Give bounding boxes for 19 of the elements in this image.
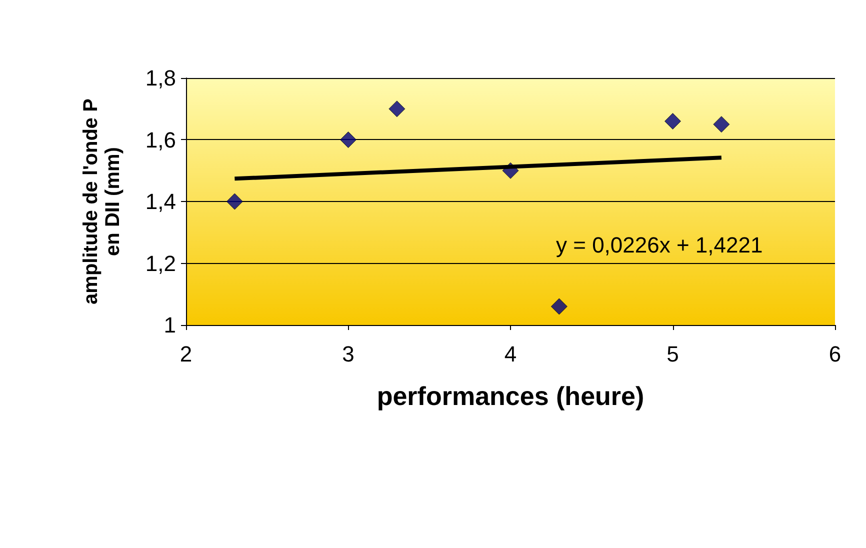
y-tick-label: 1,2 (145, 250, 176, 276)
y-tick-label: 1,6 (145, 127, 176, 152)
y-axis-title: amplitude de l'onde P en DII (mm) (80, 98, 124, 304)
point (664, 112, 681, 130)
point (226, 193, 243, 210)
point (340, 132, 356, 148)
annotation: y = 0,0226x + 1,4221 (556, 232, 763, 258)
x-tick-label: 5 (666, 342, 679, 366)
y-tick-label: 1 (164, 312, 176, 338)
point (713, 116, 730, 133)
y-tick-label: 1,8 (145, 66, 176, 90)
y-tick-label: 1,4 (145, 189, 176, 214)
x-tick-label: 3 (342, 342, 354, 366)
x-tick-label: 4 (504, 342, 517, 366)
x-tick-label: 2 (180, 342, 192, 366)
point (388, 100, 406, 118)
x-tick-label: 6 (828, 342, 842, 366)
x-axis-title: performances (heure) (376, 381, 644, 411)
point (550, 298, 568, 315)
